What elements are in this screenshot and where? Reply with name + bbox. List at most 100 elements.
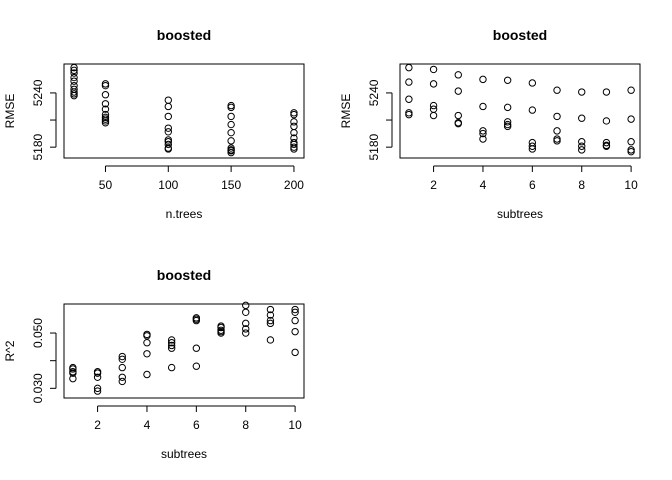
data-point [429, 65, 438, 74]
x-axis-label: subtrees [161, 447, 207, 461]
data-point [553, 112, 561, 121]
data-point [528, 145, 537, 153]
data-point [429, 101, 438, 110]
data-point [553, 127, 561, 135]
data-point [227, 120, 235, 129]
data-point [227, 128, 235, 137]
x-tick-label: 200 [284, 178, 304, 192]
data-point [167, 344, 176, 352]
data-point [405, 95, 413, 103]
plot-frame [63, 63, 305, 159]
data-point [602, 142, 611, 150]
panel-rmse-vs-subtrees: boosted subtrees RMSE 2 4 6 8 10 5180 5240 [339, 27, 641, 221]
x-tick-label: 2 [430, 178, 437, 192]
data-point [291, 305, 299, 314]
y-tick-label: 5240 [31, 79, 45, 106]
x-tick-label: 4 [144, 418, 151, 432]
data-point [69, 365, 77, 373]
plot-frame [399, 63, 641, 159]
y-tick-label: 0.050 [31, 318, 45, 348]
data-point [602, 138, 611, 147]
data-point [227, 137, 235, 145]
data-point [167, 336, 176, 344]
y-tick-label: 0.030 [31, 373, 45, 403]
data-point [479, 129, 487, 138]
data-point [528, 142, 537, 150]
y-axis-label: RMSE [3, 94, 17, 129]
data-point [118, 363, 126, 372]
data-point [290, 118, 298, 126]
x-tick-label: 6 [193, 418, 200, 432]
data-point [70, 63, 78, 72]
data-point [164, 145, 172, 153]
data-point [70, 66, 78, 75]
x-axis-label: n.trees [166, 207, 203, 221]
x-tick-label: 2 [94, 418, 101, 432]
data-point [69, 374, 77, 383]
data-point [553, 137, 561, 145]
chart-title: boosted [157, 27, 211, 43]
data-point [429, 111, 438, 120]
data-point [479, 127, 487, 135]
data-point [143, 370, 151, 379]
data-point [118, 373, 126, 381]
data-point [405, 63, 413, 72]
data-point [553, 86, 561, 94]
data-point [578, 138, 586, 146]
data-point [70, 91, 78, 100]
data-point [454, 87, 462, 95]
y-axis-label: R^2 [3, 340, 17, 361]
data-point [242, 329, 250, 337]
y-tick-label: 5180 [367, 133, 381, 160]
data-point [627, 138, 635, 146]
data-point [479, 75, 487, 84]
data-point [101, 81, 110, 90]
data-point [290, 128, 298, 137]
data-point [227, 148, 235, 157]
data-point [528, 79, 537, 87]
data-point [291, 316, 299, 325]
data-point [167, 341, 176, 350]
data-point [101, 119, 110, 127]
data-point [118, 352, 126, 361]
data-point [242, 325, 250, 333]
data-point [93, 387, 102, 395]
data-point [266, 319, 275, 328]
chart-title: boosted [493, 27, 547, 43]
data-point [70, 73, 78, 82]
data-point [578, 114, 586, 122]
data-point [290, 145, 298, 153]
data-point [93, 384, 102, 393]
data-point [479, 135, 487, 143]
data-point [143, 332, 151, 340]
data-point [266, 336, 275, 344]
data-point [242, 319, 250, 328]
data-point [227, 112, 235, 121]
x-tick-label: 100 [158, 178, 178, 192]
data-point [192, 362, 201, 370]
x-tick-label: 150 [221, 178, 241, 192]
x-tick-label: 8 [242, 418, 249, 432]
data-point [227, 103, 235, 112]
data-point [429, 80, 438, 88]
data-point [242, 301, 250, 310]
x-tick-label: 8 [578, 178, 585, 192]
data-point [242, 308, 250, 316]
data-point [503, 76, 512, 84]
x-tick-label: 10 [288, 418, 302, 432]
data-point [290, 140, 298, 149]
chart-title: boosted [157, 267, 211, 283]
x-tick-label: 6 [529, 178, 536, 192]
panel-rmse-vs-ntrees: boosted n.trees RMSE 50 100 150 200 5180 5240 [3, 27, 305, 221]
data-point [602, 117, 611, 125]
data-point [479, 102, 487, 111]
data-point [405, 78, 413, 86]
x-tick-label: 4 [480, 178, 487, 192]
data-point [627, 115, 635, 123]
y-axis-label: RMSE [339, 94, 353, 129]
plot-frame [63, 303, 305, 399]
data-point [93, 373, 102, 381]
data-point [217, 329, 225, 337]
data-point [101, 105, 110, 113]
